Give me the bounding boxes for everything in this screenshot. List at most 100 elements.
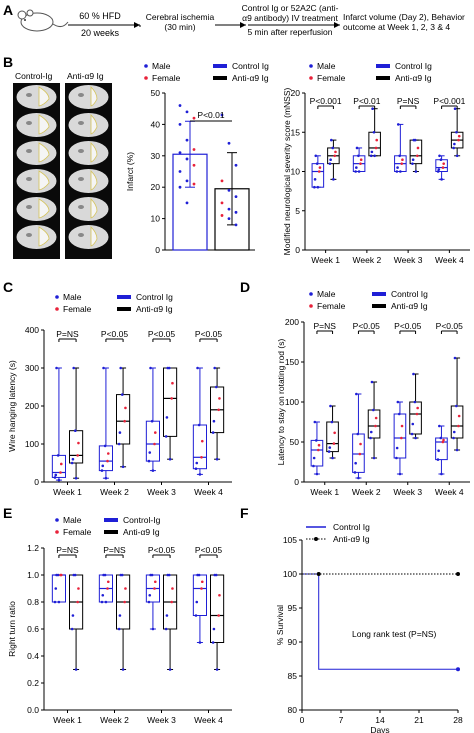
data-point (178, 104, 182, 107)
data-point (76, 454, 79, 457)
data-point (452, 146, 455, 150)
data-point (369, 436, 372, 440)
x-tick-label: Week 2 (100, 487, 129, 497)
legend-anti-label: Anti-α9 Ig (232, 73, 269, 83)
legend-female-label: Female (63, 304, 92, 314)
data-point (328, 446, 332, 449)
survival-line (302, 573, 458, 670)
data-point (359, 158, 363, 162)
data-point (399, 170, 402, 173)
panel-label-b: B (3, 54, 13, 70)
sig-label: P<0.001 (433, 96, 465, 106)
data-point (195, 600, 199, 604)
data-point (178, 185, 182, 189)
data-point (395, 170, 399, 173)
y-tick-label: 10 (151, 214, 161, 224)
data-point (374, 416, 378, 420)
y-tick-label: 0.0 (27, 705, 39, 715)
legend-female-marker (309, 76, 313, 80)
data-point (455, 404, 458, 408)
data-point (71, 457, 75, 461)
legend-anti-label: Anti-α9 Ig (123, 527, 160, 537)
data-point (170, 600, 173, 604)
data-point (53, 600, 57, 604)
data-point (439, 436, 443, 440)
infarct-region (90, 86, 98, 107)
data-point (329, 158, 332, 162)
data-point (70, 627, 74, 631)
box (311, 163, 325, 188)
data-point (59, 471, 62, 474)
data-point (370, 380, 374, 384)
data-point (55, 366, 58, 370)
y-tick-label: 20 (151, 182, 161, 192)
data-point (372, 408, 375, 412)
data-point (150, 419, 154, 423)
data-point (400, 424, 404, 428)
data-point (455, 154, 459, 158)
data-point (148, 593, 152, 597)
data-point (234, 195, 238, 199)
data-point (372, 130, 376, 134)
data-point (59, 573, 63, 577)
data-point (234, 163, 238, 167)
data-point (100, 469, 104, 472)
legend-control-swatch (117, 295, 131, 299)
data-point (328, 162, 332, 165)
infarct-region (38, 142, 50, 163)
brain-slice (68, 113, 109, 137)
data-point (218, 593, 221, 597)
data-point (153, 442, 156, 446)
survival-censor (316, 572, 321, 576)
data-point (227, 188, 231, 192)
data-point (327, 450, 331, 453)
annotation: Long rank test (P=NS) (352, 629, 437, 639)
ventricle (78, 177, 84, 181)
box (435, 437, 448, 461)
x-tick-label: Week 1 (310, 487, 339, 497)
data-point (73, 429, 77, 433)
data-point (371, 107, 374, 110)
y-tick-label: 15 (291, 127, 301, 137)
data-point (355, 392, 358, 396)
x-axis-label: Days (370, 725, 389, 733)
data-point (151, 627, 155, 631)
y-tick-label: 200 (285, 317, 299, 327)
data-point (412, 372, 415, 376)
panel-a: A 60 % HFD 20 weeks Cerebral ischemia (3… (3, 2, 465, 38)
data-point (353, 471, 357, 474)
data-point (227, 207, 231, 211)
data-point (452, 430, 456, 434)
outcome-line2: outcome at Week 1, 2, 3 & 4 (343, 22, 450, 32)
treatment-line2: α9 antibody) IV treatment (242, 13, 338, 23)
box (393, 413, 407, 459)
ventricle (78, 205, 84, 209)
data-point (74, 668, 78, 671)
data-point (178, 123, 182, 126)
y-axis-label: % Survival (275, 605, 285, 645)
data-point (415, 412, 419, 416)
x-tick-label: Week 2 (352, 487, 381, 497)
y-tick-label: 30 (151, 151, 161, 161)
data-point (185, 179, 189, 183)
data-point (54, 587, 58, 590)
legend-control-swatch (372, 292, 386, 296)
brain-slice (16, 169, 57, 193)
data-point (313, 420, 317, 424)
data-point (106, 452, 110, 455)
data-point (314, 439, 318, 442)
data-point (395, 446, 399, 450)
data-point (149, 366, 152, 370)
x-tick-label: Week 3 (147, 715, 176, 725)
infarct-region (38, 114, 50, 135)
data-point (215, 668, 219, 671)
y-tick-label: 10 (291, 167, 301, 177)
data-point (171, 587, 174, 590)
data-point (374, 424, 377, 428)
data-point (354, 461, 357, 465)
data-point (71, 614, 75, 617)
data-point (220, 113, 224, 117)
infarct-chart: 0 10 20 30 40 50 Infarct (%) P<0.01 Male Female Co… (125, 61, 269, 255)
data-point (440, 178, 443, 181)
